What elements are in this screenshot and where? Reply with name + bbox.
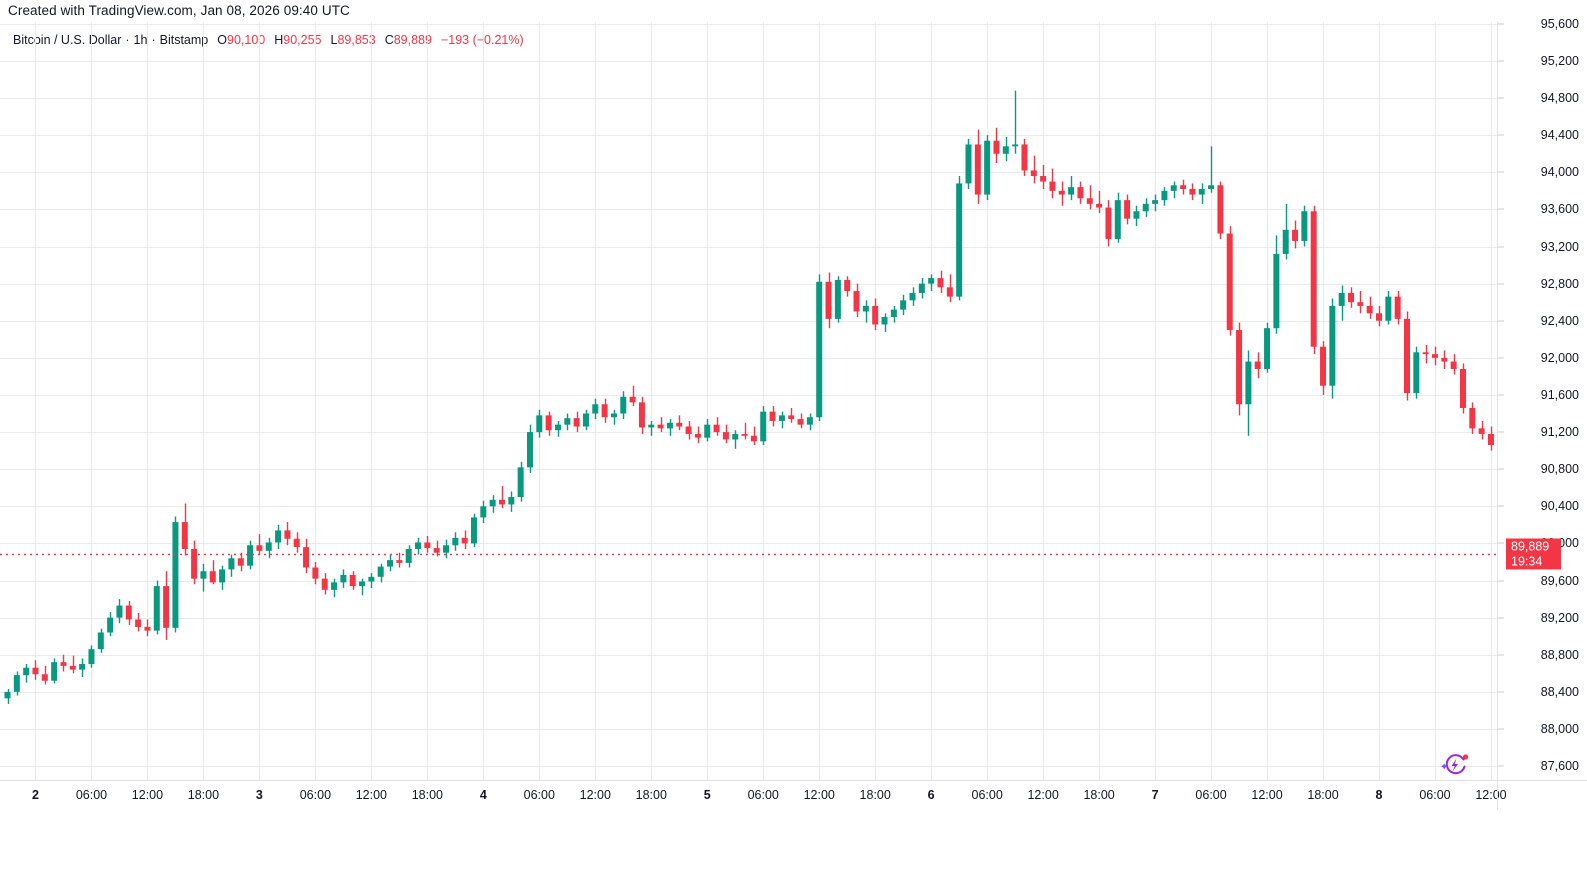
price-tick-label: 95,600 [1540,16,1579,31]
price-tick-mark [1498,134,1504,136]
price-tick-mark [1498,728,1504,730]
price-tick-mark [1498,171,1504,173]
price-tick-label: 89,600 [1540,573,1579,588]
chart-legend: Bitcoin / U.S. Dollar · 1h · Bitstamp O90,100… [13,33,524,47]
time-tick-day-label: 6 [927,788,935,802]
legend-open-value: 90,100 [227,33,266,47]
time-tick-label: 18:00 [411,788,443,802]
legend-interval[interactable]: 1h [133,33,148,47]
legend-separator-2: · [151,33,156,47]
price-scale[interactable]: 89,889 19:34 95,600 95,200 94,800 94,400 94,… [1497,17,1587,780]
price-tick-mark [1498,580,1504,582]
price-tick-mark [1498,431,1504,433]
legend-close-label: C [384,33,394,47]
time-scale-corner [1497,780,1587,810]
price-tick-label: 93,600 [1540,202,1579,217]
time-tick-day-label: 8 [1375,788,1383,802]
price-tick-mark [1498,208,1504,210]
time-tick-label: 12:00 [579,788,611,802]
chart-plot-area[interactable] [0,22,1497,780]
time-tick-label: 06:00 [971,788,1003,802]
time-tick-label: 12:00 [1475,788,1507,802]
legend-change: −193 (−0.21%) [440,33,524,47]
legend-high-value: 90,255 [283,33,322,47]
legend-open-label: O [217,33,227,47]
price-tick-mark [1498,468,1504,470]
price-tick-label: 88,400 [1540,684,1579,699]
time-tick-label: 12:00 [803,788,835,802]
price-tick-label: 90,800 [1540,462,1579,477]
price-tick-label: 87,600 [1540,759,1579,774]
time-tick-label: 06:00 [1419,788,1451,802]
time-tick-label: 18:00 [1307,788,1339,802]
time-tick-label: 12:00 [1251,788,1283,802]
price-tick-mark [1498,542,1504,544]
legend-low-value: 89,853 [337,33,376,47]
price-tick-label: 93,200 [1540,239,1579,254]
price-tick-label: 88,000 [1540,721,1579,736]
time-tick-day-label: 4 [479,788,487,802]
legend-separator-1: · [125,33,130,47]
time-tick-day-label: 3 [255,788,263,802]
time-tick-day-label: 2 [32,788,39,802]
current-price-badge: 89,889 19:34 [1506,538,1561,570]
time-tick-label: 18:00 [187,788,220,802]
price-tick-mark [1498,283,1504,285]
time-tick-label: 12:00 [355,788,387,802]
price-tick-label: 91,200 [1540,425,1579,440]
time-scale[interactable]: 2 06:00 12:00 18:00 3 06:00 12:00 18:00 4 06:00 12… [0,780,1507,810]
price-tick-mark [1498,765,1504,767]
price-tick-mark [1498,617,1504,619]
legend-symbol[interactable]: Bitcoin / U.S. Dollar [13,33,122,47]
price-tick-mark [1498,23,1504,25]
price-tick-mark [1498,246,1504,248]
time-tick-day-label: 7 [1151,788,1159,802]
price-tick-mark [1498,97,1504,99]
price-tick-mark [1498,394,1504,396]
price-tick-mark [1498,320,1504,322]
price-tick-label: 94,000 [1540,165,1579,180]
time-tick-label: 18:00 [635,788,667,802]
time-tick-label: 18:00 [1083,788,1115,802]
price-tick-label: 92,400 [1540,313,1579,328]
time-tick-label: 12:00 [131,788,164,802]
price-tick-label: 95,200 [1540,53,1579,68]
footer-strip: TradingView [0,810,1587,875]
price-tick-mark [1498,60,1504,62]
time-tick-label: 12:00 [1027,788,1059,802]
price-tick-label: 92,000 [1540,350,1579,365]
current-price-time: 19:34 [1511,554,1543,569]
price-tick-label: 91,600 [1540,387,1579,402]
legend-high-label: H [274,33,284,47]
pine-lightning-icon[interactable] [1439,751,1469,779]
legend-exchange[interactable]: Bitstamp [159,33,209,47]
price-tick-mark [1498,654,1504,656]
legend-close-value: 89,889 [393,33,432,47]
time-tick-label: 06:00 [747,788,779,802]
time-tick-label: 06:00 [523,788,555,802]
time-tick-label: 06:00 [1195,788,1227,802]
attribution-text: Created with TradingView.com, Jan 08, 20… [8,3,350,18]
price-tick-label: 88,800 [1540,647,1579,662]
price-tick-mark [1498,357,1504,359]
price-tick-mark [1498,505,1504,507]
candlestick-series [0,22,1497,780]
legend-low-label: L [330,33,338,47]
price-tick-label: 94,400 [1540,128,1579,143]
time-tick-label: 06:00 [299,788,332,802]
price-tick-label: 94,800 [1540,91,1579,106]
time-tick-label: 18:00 [859,788,891,802]
current-price-value: 89,889 [1511,539,1550,554]
price-tick-mark [1498,691,1504,693]
price-tick-label: 90,400 [1540,499,1579,514]
time-tick-label: 06:00 [75,788,108,802]
price-tick-label: 89,200 [1540,610,1579,625]
price-tick-label: 92,800 [1540,276,1579,291]
time-tick-day-label: 5 [703,788,711,802]
